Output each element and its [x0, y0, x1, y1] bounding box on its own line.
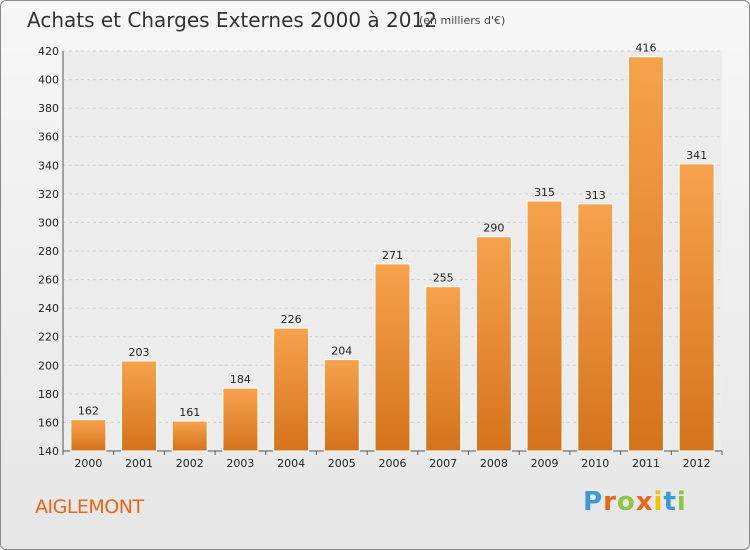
x-tick-label-2000: 2000 [74, 457, 102, 470]
x-tick-label-2006: 2006 [379, 457, 407, 470]
x-tick-label-2002: 2002 [176, 457, 204, 470]
bar-2007 [425, 286, 462, 452]
logo-letter: i [653, 487, 664, 517]
bar-2008 [475, 236, 512, 452]
y-tick-label: 280 [38, 245, 59, 258]
y-tick-label: 420 [38, 45, 59, 58]
x-tick-label-2004: 2004 [277, 457, 305, 470]
bar-2004 [273, 327, 310, 452]
value-label-2012: 341 [686, 149, 707, 162]
y-tick-label: 160 [38, 416, 59, 429]
logo-letter: i [676, 487, 687, 517]
value-label-2000: 162 [78, 405, 99, 418]
value-label-2005: 204 [331, 345, 352, 358]
y-tick-label: 300 [38, 216, 59, 229]
x-tick-label-2007: 2007 [429, 457, 457, 470]
bars [70, 56, 715, 452]
value-label-2010: 313 [585, 189, 606, 202]
bar-2009 [526, 200, 563, 452]
y-tick-label: 340 [38, 159, 59, 172]
x-tick-label-2003: 2003 [226, 457, 254, 470]
chart-title: Achats et Charges Externes 2000 à 2012 [27, 8, 437, 32]
bar-2010 [577, 203, 614, 452]
bar-2006 [374, 263, 411, 452]
bar-2012 [678, 163, 715, 452]
y-tick-label: 200 [38, 359, 59, 372]
bar-2003 [222, 387, 259, 452]
value-label-2008: 290 [483, 222, 504, 235]
logo-letter: P [583, 487, 604, 517]
logo-letter: r [603, 487, 617, 517]
bar-2002 [171, 420, 208, 452]
bar-2011 [627, 56, 664, 452]
value-label-2003: 184 [230, 373, 251, 386]
y-tick-label: 180 [38, 388, 59, 401]
value-label-2011: 416 [635, 42, 656, 55]
x-tick-label-2010: 2010 [581, 457, 609, 470]
x-tick-label-2008: 2008 [480, 457, 508, 470]
logo-letter: o [616, 487, 636, 517]
x-tick-label-2009: 2009 [531, 457, 559, 470]
value-label-2004: 226 [281, 313, 302, 326]
bar-2000 [70, 419, 107, 452]
logo-letter: x [635, 487, 654, 517]
bar-2001 [121, 360, 158, 452]
commune-name: AIGLEMONT [35, 496, 144, 518]
x-tick-label-2011: 2011 [632, 457, 660, 470]
value-label-2009: 315 [534, 186, 555, 199]
y-tick-label: 260 [38, 274, 59, 287]
x-tick-label-2001: 2001 [125, 457, 153, 470]
logo-letter: t [663, 487, 677, 517]
value-label-2001: 203 [129, 346, 150, 359]
y-tick-label: 140 [38, 445, 59, 458]
bar-2005 [323, 359, 360, 452]
x-tick-label-2012: 2012 [683, 457, 711, 470]
labels: 140 160 180 200 220 240 260 280 300 320 340 360 380 4… [38, 42, 711, 470]
chart-subtitle: (en milliers d'€) [419, 14, 506, 27]
value-label-2006: 271 [382, 249, 403, 262]
value-label-2002: 161 [179, 406, 200, 419]
proxiti-logo: Proxiti [583, 487, 687, 517]
y-tick-label: 360 [38, 131, 59, 144]
value-label-2007: 255 [433, 272, 454, 285]
y-tick-label: 240 [38, 302, 59, 315]
x-tick-label-2005: 2005 [328, 457, 356, 470]
y-tick-label: 400 [38, 74, 59, 87]
y-tick-label: 380 [38, 102, 59, 115]
y-tick-label: 320 [38, 188, 59, 201]
y-tick-label: 220 [38, 331, 59, 344]
